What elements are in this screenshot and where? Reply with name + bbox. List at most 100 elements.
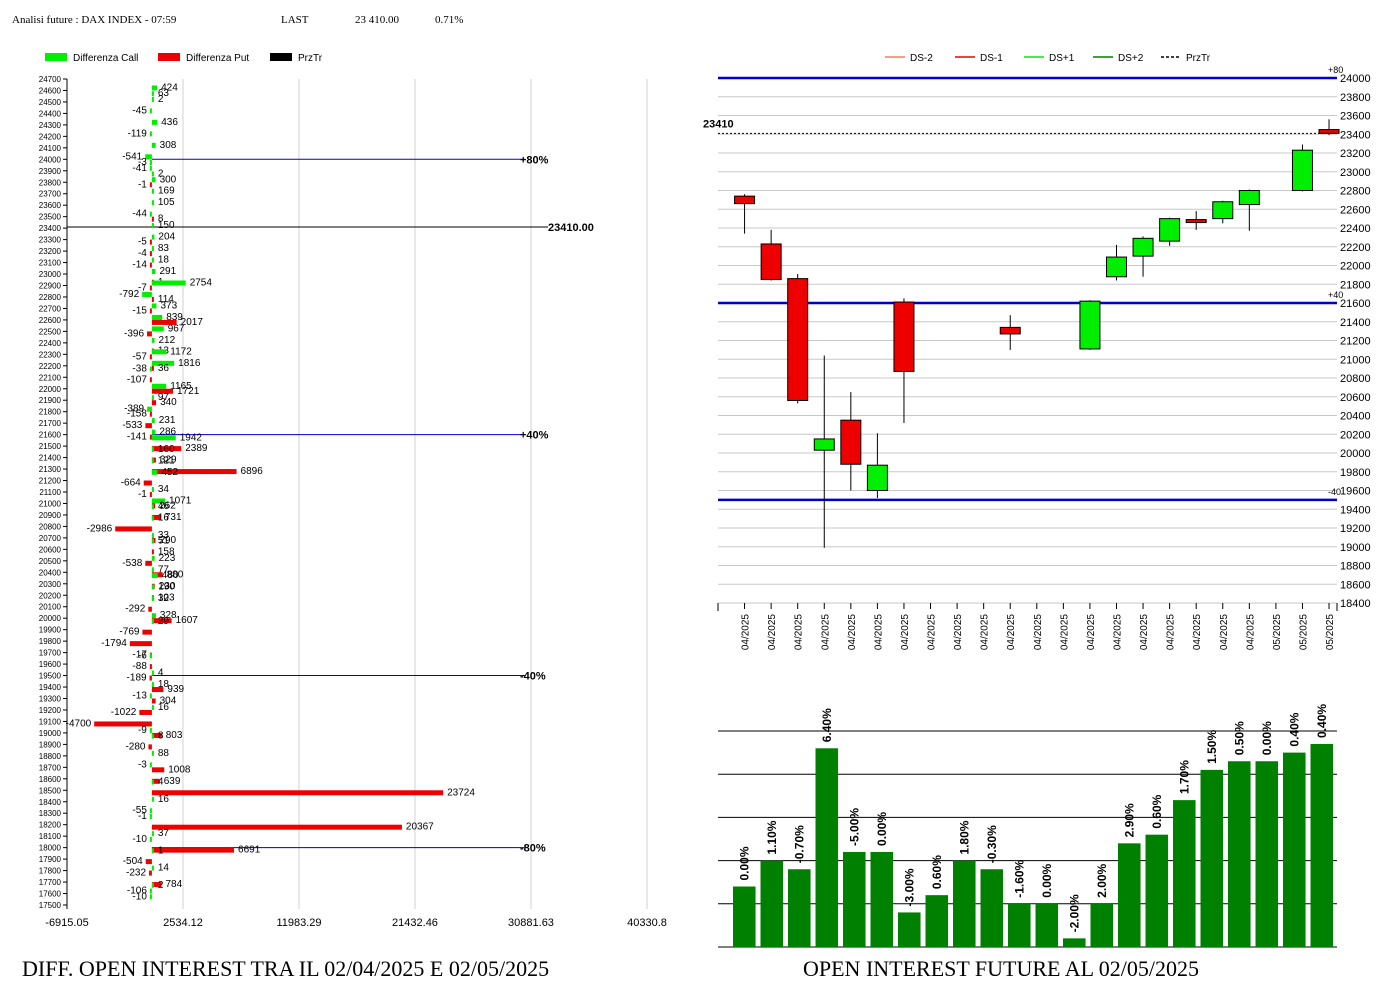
bar-label: 1071: [169, 495, 192, 506]
y-tick-label: 21600: [39, 431, 62, 440]
bar-label: -119: [128, 128, 148, 139]
bar-label: 14: [158, 863, 170, 874]
legend-swatch-2: [270, 53, 292, 61]
bar-put: [151, 319, 177, 325]
x-tick-label: 09/04/2025: [873, 614, 884, 650]
y-tick-label: 23000: [39, 270, 62, 279]
bar-label: 839: [166, 312, 183, 323]
candle-body: [1079, 300, 1101, 350]
bar-label: 880: [167, 569, 184, 580]
y-tick-label: 18900: [39, 740, 62, 749]
bar-label: 88: [158, 748, 170, 759]
bar-label: 230: [159, 581, 176, 592]
x-tick-label: 15/04/2025: [980, 614, 991, 650]
oi-bar: [788, 869, 811, 947]
bar-label: -1794: [101, 638, 127, 649]
bar-label: -292: [125, 604, 145, 615]
bar-label: -9: [138, 725, 147, 736]
oi-bar: [1283, 752, 1306, 947]
bar-label: 2389: [185, 443, 208, 454]
candle-body: [1105, 256, 1127, 278]
bar-put: [151, 400, 157, 406]
bar-label: 1607: [176, 615, 199, 626]
oi-bar: [953, 860, 976, 947]
bar-label: 436: [161, 117, 178, 128]
bar-call: [151, 269, 156, 275]
bar-label: -6: [138, 650, 147, 661]
bar-put: [151, 767, 165, 773]
bar-call: [149, 727, 152, 733]
oi-bar-label: 2.00%: [1095, 863, 1109, 897]
x-tick-label: -6915.05: [45, 917, 88, 929]
bar-call: [151, 223, 154, 229]
bar-label: 150: [158, 220, 175, 231]
bar-put: [151, 469, 237, 475]
y-tick-label: 22000: [1340, 261, 1371, 273]
candle-body: [1238, 190, 1260, 206]
legend-label-2: PrzTr: [298, 53, 323, 64]
oi-bar-label: 2.90%: [1122, 803, 1136, 837]
bar-call: [151, 779, 154, 785]
y-tick-label: 18800: [1340, 561, 1371, 573]
oi-bar: [1035, 903, 1059, 947]
bar-put: [151, 216, 154, 222]
y-tick-label: 19600: [39, 660, 62, 669]
y-tick-label: 17600: [39, 890, 62, 899]
bar-label: -541: [122, 151, 142, 162]
y-tick-label: 22400: [39, 339, 62, 348]
y-tick-label: 21200: [1340, 336, 1371, 348]
bar-label: 97: [158, 392, 170, 403]
y-tick-label: 23800: [1340, 92, 1371, 104]
bar-put: [151, 618, 172, 624]
bar-label: 639: [164, 776, 181, 787]
bar-call: [149, 813, 152, 819]
bar-label: 32: [158, 593, 170, 604]
bar-call: [149, 808, 152, 814]
bar-call: [151, 142, 156, 148]
oi-bar-label: 0.00%: [1040, 863, 1054, 897]
bar-call: [151, 200, 154, 206]
y-tick-label: 20600: [1340, 392, 1371, 404]
bar-label: 16: [158, 794, 170, 805]
bar-label: 23724: [447, 787, 475, 798]
bar-label: 424: [161, 82, 178, 93]
bar-label: -17: [132, 650, 147, 661]
bar-call: [151, 750, 154, 756]
bar-label: 158: [158, 546, 175, 557]
bar-label: 1: [158, 845, 164, 856]
bar-call: [149, 693, 152, 699]
oi-bar: [1228, 761, 1251, 947]
oi-bar-label: -0.70%: [792, 825, 806, 863]
bar-call: [149, 108, 152, 114]
bar-call: [151, 326, 164, 332]
bar-put: [151, 365, 154, 371]
candle-body: [1132, 237, 1154, 257]
x-tick-label: 18/04/2025: [1033, 614, 1044, 650]
bar-call: [151, 303, 157, 309]
y-tick-label: 23200: [39, 247, 62, 256]
bar-put: [145, 423, 152, 429]
candle-body: [893, 301, 915, 372]
bar-label: -189: [127, 673, 147, 684]
bar-put: [143, 480, 152, 486]
legend-label-0: Differenza Call: [73, 53, 138, 64]
bar-call: [151, 280, 186, 286]
y-tick-label: 24000: [39, 155, 62, 164]
oi-bar: [1063, 938, 1086, 947]
x-tick-label: 10/04/2025: [900, 614, 911, 650]
bar-label: -38: [132, 364, 147, 375]
bar-put: [151, 824, 402, 830]
bar-label: -13: [132, 691, 147, 702]
bar-put: [149, 664, 152, 670]
y-tick-label: 18400: [39, 798, 62, 807]
bar-label: -664: [121, 478, 141, 489]
y-tick-label: 21800: [1340, 279, 1371, 291]
bar-call: [151, 532, 154, 538]
legend-label-1: Differenza Put: [186, 53, 249, 64]
y-tick-label: 22100: [39, 373, 62, 382]
header-bar: Analisi future : DAX INDEX - 07:59 LAST …: [12, 14, 712, 30]
bar-call: [151, 796, 154, 802]
bar-label: 731: [165, 512, 182, 523]
bar-label: 4: [158, 777, 164, 788]
bar-call: [149, 211, 152, 217]
